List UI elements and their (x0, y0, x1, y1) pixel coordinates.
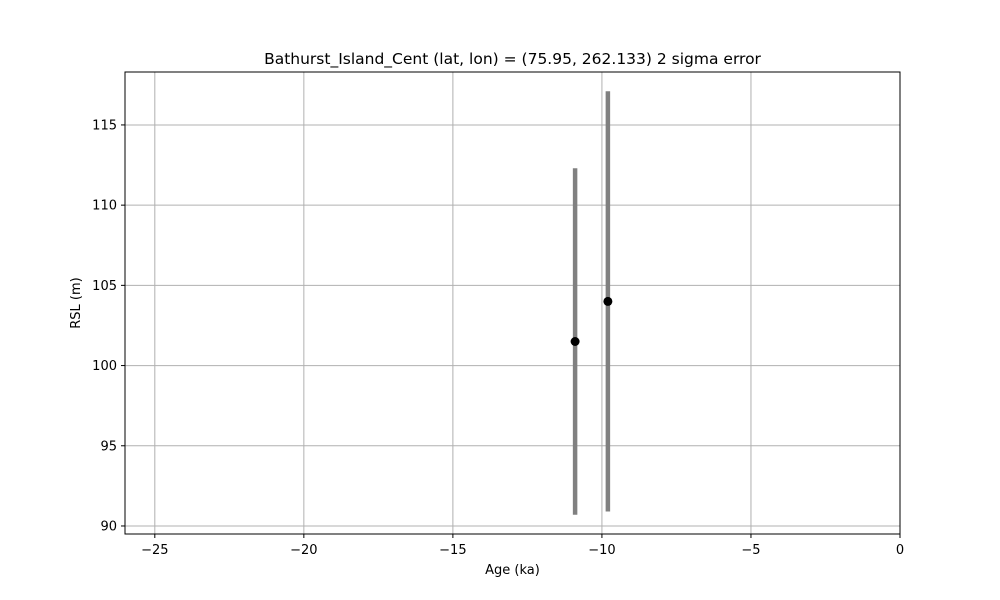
x-tick-label: 0 (896, 543, 904, 558)
x-axis-label: Age (ka) (485, 563, 540, 578)
y-tick-label: 100 (92, 359, 117, 374)
y-tick-label: 115 (92, 118, 117, 133)
y-tick-label: 110 (92, 199, 117, 214)
x-tick-label: −25 (141, 543, 168, 558)
data-points (570, 296, 613, 346)
x-tick-label: −20 (290, 543, 317, 558)
y-tick-label: 105 (92, 279, 117, 294)
data-point (603, 296, 613, 306)
chart-title: Bathurst_Island_Cent (lat, lon) = (75.95… (264, 50, 761, 69)
x-tick-label: −10 (588, 543, 615, 558)
y-axis-label: RSL (m) (69, 277, 84, 328)
x-axis-ticks: −25 −20 −15 −10 −5 0 (141, 534, 904, 558)
y-tick-label: 90 (100, 519, 117, 534)
y-axis-ticks: 90 95 100 105 110 115 (92, 118, 125, 534)
x-tick-label: −5 (741, 543, 760, 558)
x-tick-label: −15 (439, 543, 466, 558)
data-point (570, 337, 580, 346)
plot-frame (124, 71, 901, 535)
y-tick-label: 95 (100, 439, 117, 454)
